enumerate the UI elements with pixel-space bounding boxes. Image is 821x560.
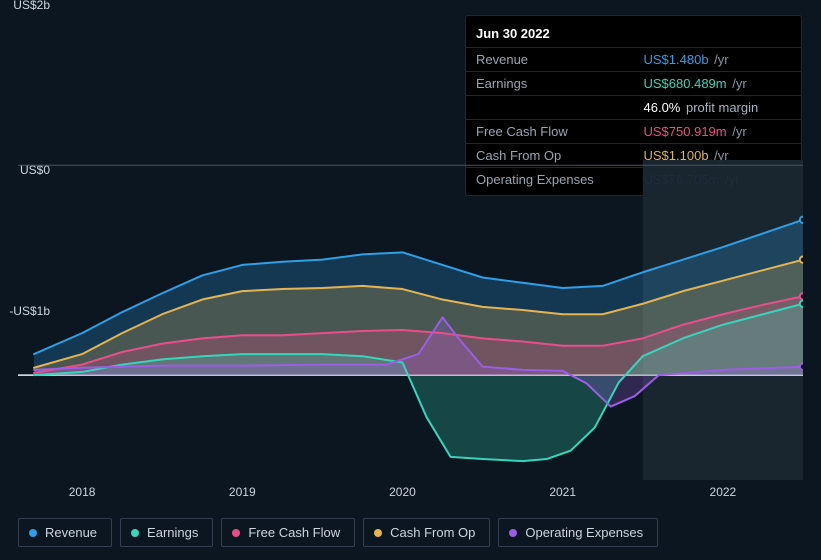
- x-tick: 2018: [69, 485, 96, 499]
- legend-item-free-cash-flow[interactable]: Free Cash Flow: [221, 518, 355, 547]
- tooltip-date: Jun 30 2022: [466, 20, 801, 47]
- tooltip-row: 46.0% profit margin: [466, 96, 801, 120]
- tooltip-row: RevenueUS$1.480b /yr: [466, 48, 801, 72]
- legend-label: Operating Expenses: [525, 525, 643, 540]
- legend-swatch: [131, 529, 139, 537]
- legend-label: Free Cash Flow: [248, 525, 340, 540]
- tooltip-metric-value: US$680.489m /yr: [634, 72, 802, 96]
- chart-legend: Revenue Earnings Free Cash Flow Cash From O…: [18, 518, 658, 547]
- x-tick: 2021: [549, 485, 576, 499]
- legend-label: Cash From Op: [390, 525, 475, 540]
- legend-item-revenue[interactable]: Revenue: [18, 518, 112, 547]
- y-tick-top: US$2b: [0, 0, 50, 12]
- chart-svg: [18, 160, 803, 480]
- tooltip-metric-label: Earnings: [466, 72, 634, 96]
- x-tick: 2020: [389, 485, 416, 499]
- tooltip-row: EarningsUS$680.489m /yr: [466, 72, 801, 96]
- tooltip-metric-value: US$750.919m /yr: [634, 120, 802, 144]
- legend-label: Earnings: [147, 525, 198, 540]
- tooltip-metric-label: Free Cash Flow: [466, 120, 634, 144]
- chart-area[interactable]: [18, 160, 803, 480]
- tooltip-row: Free Cash FlowUS$750.919m /yr: [466, 120, 801, 144]
- tooltip-metric-label: [466, 96, 634, 120]
- legend-swatch: [29, 529, 37, 537]
- legend-swatch: [374, 529, 382, 537]
- legend-item-operating-expenses[interactable]: Operating Expenses: [498, 518, 658, 547]
- x-axis-ticks: 2018 2019 2020 2021 2022: [18, 485, 803, 501]
- x-tick: 2019: [229, 485, 256, 499]
- x-tick: 2022: [710, 485, 737, 499]
- legend-label: Revenue: [45, 525, 97, 540]
- legend-item-earnings[interactable]: Earnings: [120, 518, 213, 547]
- legend-swatch: [509, 529, 517, 537]
- legend-swatch: [232, 529, 240, 537]
- legend-item-cash-from-op[interactable]: Cash From Op: [363, 518, 490, 547]
- tooltip-metric-label: Revenue: [466, 48, 634, 72]
- tooltip-metric-value: US$1.480b /yr: [634, 48, 802, 72]
- tooltip-metric-value: 46.0% profit margin: [634, 96, 802, 120]
